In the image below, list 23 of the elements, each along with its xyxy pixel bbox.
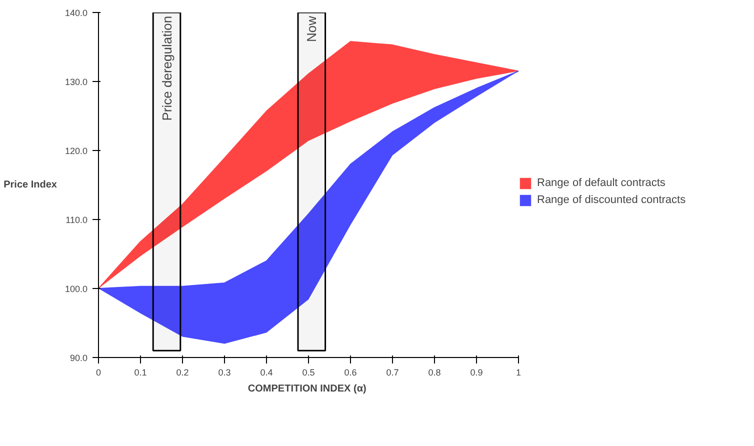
- band-label: Now: [304, 15, 320, 42]
- text: Range of discounted contracts: [537, 194, 686, 206]
- x-tick-label: 0.4: [260, 368, 273, 378]
- text: Range of default contracts: [537, 177, 666, 189]
- x-tick-label: 1: [516, 368, 522, 378]
- x-tick-label: 0.1: [134, 368, 147, 378]
- x-axis-title: COMPETITION INDEX (α): [248, 384, 366, 394]
- y-tick-label: 110.0: [66, 215, 88, 225]
- y-tick-label: 90.0: [70, 353, 88, 363]
- x-tick-label: 0.6: [344, 368, 357, 378]
- x-tick-label: 0.2: [176, 368, 189, 378]
- x-tick-label: 0.3: [218, 368, 231, 378]
- x-tick-label: 0.7: [386, 368, 399, 378]
- x-tick-label: 0.5: [302, 368, 315, 378]
- y-axis-title: Price Index: [4, 180, 58, 190]
- y-tick-label: 130.0: [64, 77, 88, 87]
- y-tick-label: 140.0: [64, 8, 88, 18]
- y-tick-label: 120.0: [64, 146, 88, 156]
- band-label: Price deregulation: [159, 16, 174, 121]
- x-tick-label: 0: [96, 368, 102, 378]
- x-tick-label: 0.9: [470, 368, 483, 378]
- y-tick-label: 100.0: [64, 284, 88, 294]
- x-tick-label: 0.8: [428, 368, 441, 378]
